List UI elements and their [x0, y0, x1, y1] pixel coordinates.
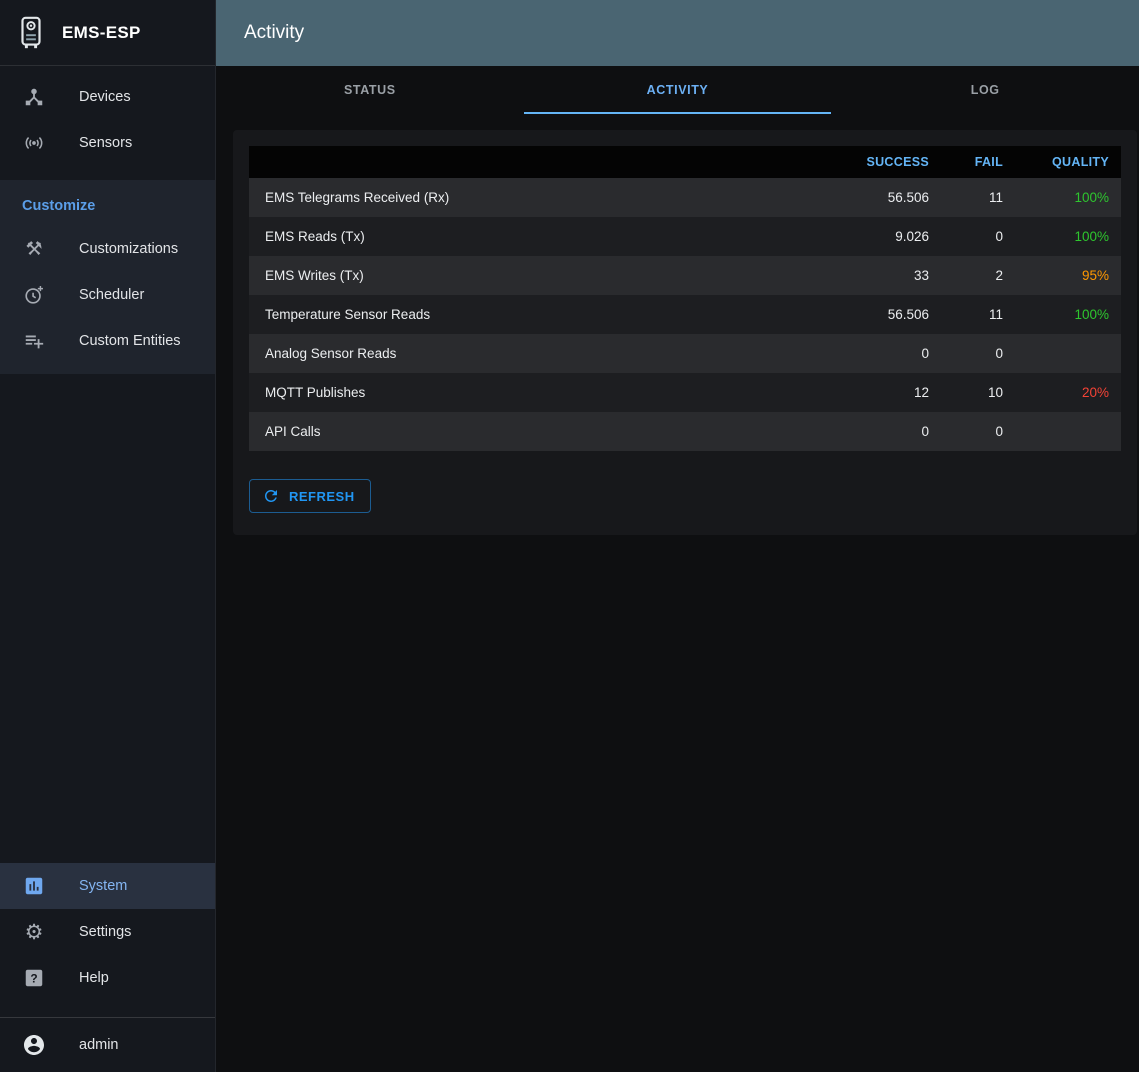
sidebar-item-label: Sensors [79, 135, 133, 151]
metric-success: 0 [921, 346, 929, 361]
sidebar-item-sensors[interactable]: Sensors [0, 120, 215, 166]
col-header-success: SUCCESS [866, 155, 929, 169]
col-header-fail: FAIL [974, 155, 1003, 169]
metric-quality: 100% [1074, 307, 1109, 322]
metric-fail: 11 [988, 190, 1003, 205]
metric-name: EMS Reads (Tx) [265, 229, 365, 244]
help-icon: ? [22, 966, 46, 990]
table-row: API Calls 0 0 [249, 412, 1121, 451]
customize-section-title: Customize [22, 198, 96, 214]
tab-activity[interactable]: ACTIVITY [523, 66, 832, 114]
sidebar-item-user[interactable]: admin [0, 1018, 215, 1072]
refresh-icon [262, 487, 280, 505]
tools-icon: ⚒ [25, 238, 43, 260]
metric-fail: 0 [995, 346, 1003, 361]
metric-success: 12 [913, 385, 929, 400]
metric-fail: 0 [995, 424, 1003, 439]
metric-name: API Calls [265, 424, 321, 439]
table-row: Analog Sensor Reads 0 0 [249, 334, 1121, 373]
activity-table: SUCCESS FAIL QUALITY EMS Telegrams Recei… [249, 146, 1121, 451]
metric-quality [1015, 412, 1121, 451]
sidebar-item-label: Scheduler [79, 287, 145, 303]
sidebar-item-scheduler[interactable]: Scheduler [0, 272, 215, 318]
sidebar-nav: Devices Sensors [0, 66, 215, 166]
table-row: EMS Writes (Tx) 33 2 95% [249, 256, 1121, 295]
activity-card: SUCCESS FAIL QUALITY EMS Telegrams Recei… [233, 130, 1137, 535]
tab-bar: STATUS ACTIVITY LOG [216, 66, 1139, 114]
device-hub-icon [22, 85, 46, 109]
metric-fail: 2 [995, 268, 1003, 283]
sidebar-item-label: Help [79, 970, 109, 986]
app-title: EMS-ESP [62, 22, 141, 42]
sidebar-item-system[interactable]: System [0, 863, 215, 909]
page-title: Activity [244, 22, 305, 43]
metric-success: 56.506 [887, 190, 929, 205]
sidebar-customize-section: Customize ⚒ Customizations Scheduler [0, 180, 215, 374]
table-row: MQTT Publishes 12 10 20% [249, 373, 1121, 412]
gear-icon: ⚙ [24, 920, 44, 944]
metric-name: Analog Sensor Reads [265, 346, 397, 361]
metric-fail: 11 [988, 307, 1003, 322]
sidebar-item-label: System [79, 878, 128, 894]
clock-icon [22, 283, 46, 307]
account-circle-icon [22, 1033, 46, 1057]
col-header-quality: QUALITY [1052, 155, 1109, 169]
metric-name: EMS Telegrams Received (Rx) [265, 190, 450, 205]
metric-name: MQTT Publishes [265, 385, 366, 400]
metric-success: 0 [921, 424, 929, 439]
metric-quality: 100% [1074, 190, 1109, 205]
metric-fail: 0 [995, 229, 1003, 244]
sidebar-item-label: Custom Entities [79, 333, 181, 349]
metric-name: Temperature Sensor Reads [265, 307, 431, 322]
sidebar: EMS-ESP Devices Sensors [0, 0, 216, 1072]
app-bar: Activity [216, 0, 1139, 66]
svg-text:?: ? [30, 971, 37, 985]
refresh-button-label: REFRESH [289, 488, 355, 504]
sidebar-item-customizations[interactable]: ⚒ Customizations [0, 226, 215, 272]
sidebar-item-devices[interactable]: Devices [0, 74, 215, 120]
sensors-icon [22, 131, 46, 155]
sidebar-item-settings[interactable]: ⚙ Settings [0, 909, 215, 955]
table-header-row: SUCCESS FAIL QUALITY [249, 146, 1121, 178]
metric-name: EMS Writes (Tx) [265, 268, 364, 283]
sidebar-item-label: Settings [79, 924, 132, 940]
sidebar-divider [0, 1017, 215, 1018]
sidebar-item-custom-entities[interactable]: Custom Entities [0, 318, 215, 364]
playlist-add-icon [22, 329, 46, 353]
col-header-name [249, 146, 821, 178]
metric-success: 56.506 [887, 307, 929, 322]
metric-quality: 95% [1081, 268, 1109, 283]
sidebar-item-help[interactable]: ? Help [0, 955, 215, 1001]
tab-log[interactable]: LOG [970, 83, 1000, 97]
table-row: EMS Telegrams Received (Rx) 56.506 11 10… [249, 178, 1121, 217]
bar-chart-icon [22, 874, 46, 898]
refresh-button[interactable]: REFRESH [249, 479, 371, 513]
metric-success: 9.026 [895, 229, 929, 244]
table-row: EMS Reads (Tx) 9.026 0 100% [249, 217, 1121, 256]
sidebar-item-label: Devices [79, 89, 131, 105]
metric-quality: 100% [1074, 229, 1109, 244]
table-row: Temperature Sensor Reads 56.506 11 100% [249, 295, 1121, 334]
username-label: admin [79, 1037, 119, 1053]
tab-status[interactable]: STATUS [343, 83, 396, 97]
main-area: Activity STATUS ACTIVITY LOG SUCCESS FAI… [216, 0, 1139, 1072]
sidebar-header: EMS-ESP [0, 0, 215, 66]
sidebar-spacer [0, 374, 215, 863]
ems-esp-logo-icon [16, 16, 46, 50]
sidebar-item-label: Customizations [79, 241, 179, 257]
metric-quality [1015, 334, 1121, 373]
metric-fail: 10 [987, 385, 1003, 400]
metric-quality: 20% [1081, 385, 1109, 400]
metric-success: 33 [913, 268, 929, 283]
